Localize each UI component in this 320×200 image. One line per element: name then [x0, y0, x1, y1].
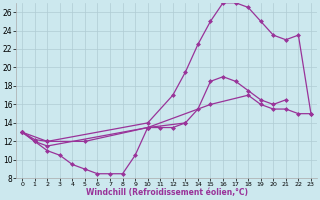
X-axis label: Windchill (Refroidissement éolien,°C): Windchill (Refroidissement éolien,°C): [85, 188, 248, 197]
